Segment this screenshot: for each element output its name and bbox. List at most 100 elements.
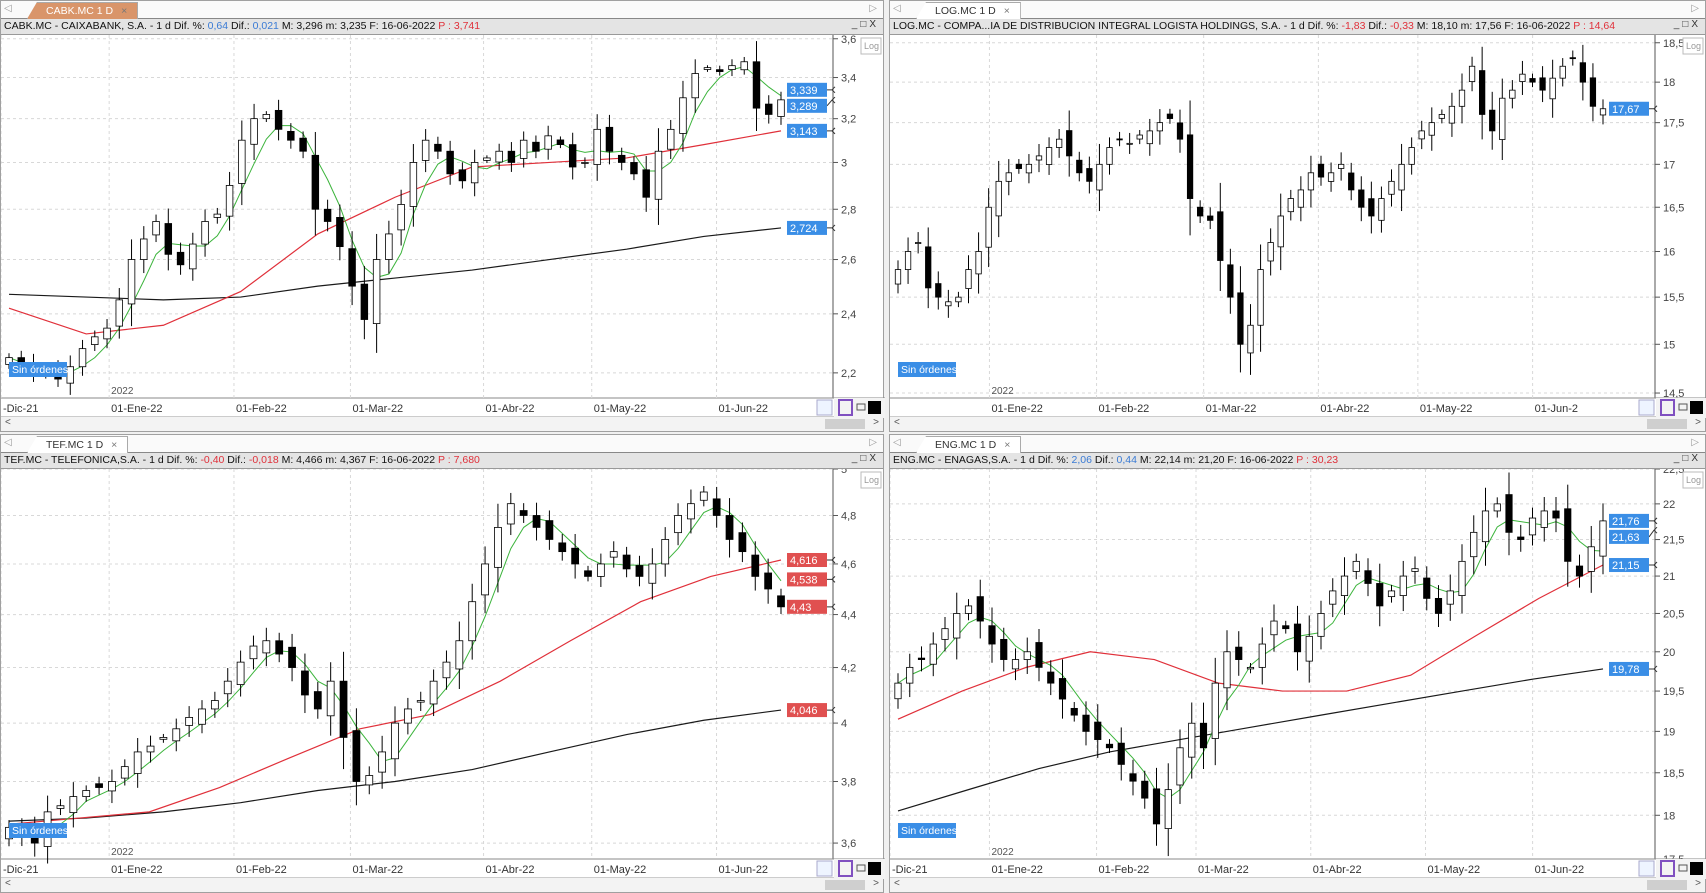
horizontal-scrollbar[interactable]: < > <box>1 416 883 431</box>
candle <box>1540 497 1548 542</box>
candle <box>1199 702 1208 770</box>
x-tick-label: -Dic-21 <box>3 403 38 415</box>
close-icon[interactable]: × <box>121 5 128 17</box>
save-icon[interactable] <box>838 860 853 877</box>
candlestick-chart[interactable]: 18,5 18 17,5 17 16,5 16 15,5 15 14,5 01-Ene-22 01-… <box>890 35 1706 418</box>
horizontal-scrollbar[interactable]: < > <box>890 877 1705 892</box>
color-icon[interactable] <box>868 862 881 875</box>
candle <box>323 199 332 232</box>
candle <box>556 136 565 149</box>
chevron-right-icon[interactable]: ▷ <box>869 437 877 448</box>
window-buttons[interactable]: _□X <box>1673 453 1701 464</box>
y-tick-label: 3,2 <box>841 114 856 126</box>
price-badge <box>1609 661 1649 676</box>
indicator-icon[interactable] <box>816 399 833 416</box>
year-label: 2022 <box>111 847 134 858</box>
pin-icon[interactable] <box>1678 403 1688 411</box>
close-icon[interactable]: × <box>1004 439 1011 451</box>
candlestick-chart[interactable]: 22,52221,52120,52019,51918,51817,5-Dic-2… <box>890 469 1706 879</box>
chart-tab[interactable]: LOG.MC 1 D × <box>916 2 1021 19</box>
candle <box>642 156 650 212</box>
price-badge <box>787 123 827 138</box>
save-icon[interactable] <box>1660 399 1675 416</box>
x-tick-label: 01-Ene-22 <box>991 403 1042 415</box>
chevron-left-icon[interactable]: ◁ <box>893 3 901 14</box>
arrow-left-icon <box>827 706 836 714</box>
tab-bar: ◁ CABK.MC 1 D × ▷ <box>1 1 883 19</box>
candle <box>1559 58 1566 87</box>
x-tick-label: 01-May-22 <box>1420 403 1473 415</box>
indicator-icon[interactable] <box>1638 399 1655 416</box>
candle <box>1387 584 1396 603</box>
candle <box>945 289 952 318</box>
color-icon[interactable] <box>1690 862 1703 875</box>
close-icon[interactable]: × <box>1003 5 1010 17</box>
window-buttons[interactable]: _□X <box>851 19 879 30</box>
pin-icon[interactable] <box>856 864 866 872</box>
pin-icon[interactable] <box>856 403 866 411</box>
chevron-right-icon[interactable]: > <box>873 417 879 428</box>
candle <box>1352 553 1360 580</box>
chevron-right-icon[interactable]: ▷ <box>869 3 877 14</box>
color-icon[interactable] <box>1690 401 1703 414</box>
y-tick-label: 4,6 <box>841 559 856 571</box>
chart-tab[interactable]: CABK.MC 1 D × <box>27 2 139 19</box>
chevron-left-icon[interactable]: < <box>894 878 900 889</box>
window-buttons[interactable]: _□X <box>1673 19 1701 30</box>
window-buttons[interactable]: _□X <box>851 453 879 464</box>
candle <box>1368 181 1375 234</box>
svg-text:Log: Log <box>1686 41 1701 51</box>
color-icon[interactable] <box>868 401 881 414</box>
log-scale-button[interactable] <box>860 471 882 489</box>
x-tick-label: 01-May-22 <box>1428 864 1481 876</box>
price-badge <box>787 82 827 97</box>
candle <box>955 291 962 308</box>
scroll-thumb[interactable] <box>825 880 865 890</box>
change-percent: -0,40 <box>200 454 225 466</box>
indicator-icon[interactable] <box>816 860 833 877</box>
chevron-right-icon[interactable]: ▷ <box>1691 3 1699 14</box>
arrow-left-icon <box>1649 517 1658 525</box>
symbol-header: ENG.MC - ENAGAS,S.A. - 1 d Dif. %: 2,06 … <box>890 453 1705 469</box>
chevron-left-icon[interactable]: ◁ <box>4 3 12 14</box>
candle <box>1246 663 1255 674</box>
candle <box>115 288 124 339</box>
candle <box>274 99 283 141</box>
horizontal-scrollbar[interactable]: < > <box>890 416 1705 431</box>
chart-tab[interactable]: ENG.MC 1 D × <box>916 436 1022 453</box>
candle <box>777 588 785 615</box>
candle <box>1282 620 1290 634</box>
log-scale-button[interactable] <box>1682 37 1704 55</box>
candle <box>1211 657 1219 766</box>
log-scale-button[interactable] <box>1682 471 1704 489</box>
pin-icon[interactable] <box>1678 864 1688 872</box>
change-percent: 2,06 <box>1071 454 1092 466</box>
chevron-left-icon[interactable]: < <box>5 878 11 889</box>
candle <box>91 330 99 352</box>
chevron-left-icon[interactable]: ◁ <box>4 437 12 448</box>
close-icon[interactable]: × <box>111 439 118 451</box>
chevron-left-icon[interactable]: ◁ <box>893 437 901 448</box>
chevron-right-icon[interactable]: ▷ <box>1691 437 1699 448</box>
log-scale-button[interactable] <box>860 37 882 55</box>
candlestick-chart[interactable]: 5 4,8 4,6 4,4 4,2 4 3,8 3,6 -Dic-21 01-Ene-22 01-F… <box>1 469 885 879</box>
save-icon[interactable] <box>1660 860 1675 877</box>
candlestick-chart[interactable]: 3,6 3,4 3,2 3 2,8 2,6 2,4 2,2 -Dic-21 01-Ene-22 01… <box>1 35 885 418</box>
horizontal-scrollbar[interactable]: < > <box>1 877 883 892</box>
chevron-left-icon[interactable]: < <box>894 417 900 428</box>
arrow-left-icon <box>1649 561 1658 569</box>
chevron-left-icon[interactable]: < <box>5 417 11 428</box>
scroll-thumb[interactable] <box>1647 419 1687 429</box>
indicator-icon[interactable] <box>1638 860 1655 877</box>
chart-tab[interactable]: TEF.MC 1 D × <box>27 436 129 453</box>
candle <box>765 95 773 124</box>
chevron-right-icon[interactable]: > <box>873 878 879 889</box>
candle <box>674 503 682 546</box>
save-icon[interactable] <box>838 399 853 416</box>
chevron-right-icon[interactable]: > <box>1695 878 1701 889</box>
arrow-left-icon <box>1648 526 1658 538</box>
chevron-right-icon[interactable]: > <box>1695 417 1701 428</box>
scroll-thumb[interactable] <box>1647 880 1687 890</box>
scroll-thumb[interactable] <box>825 419 865 429</box>
symbol-name: ENG.MC - ENAGAS,S.A. - 1 d <box>893 454 1035 466</box>
